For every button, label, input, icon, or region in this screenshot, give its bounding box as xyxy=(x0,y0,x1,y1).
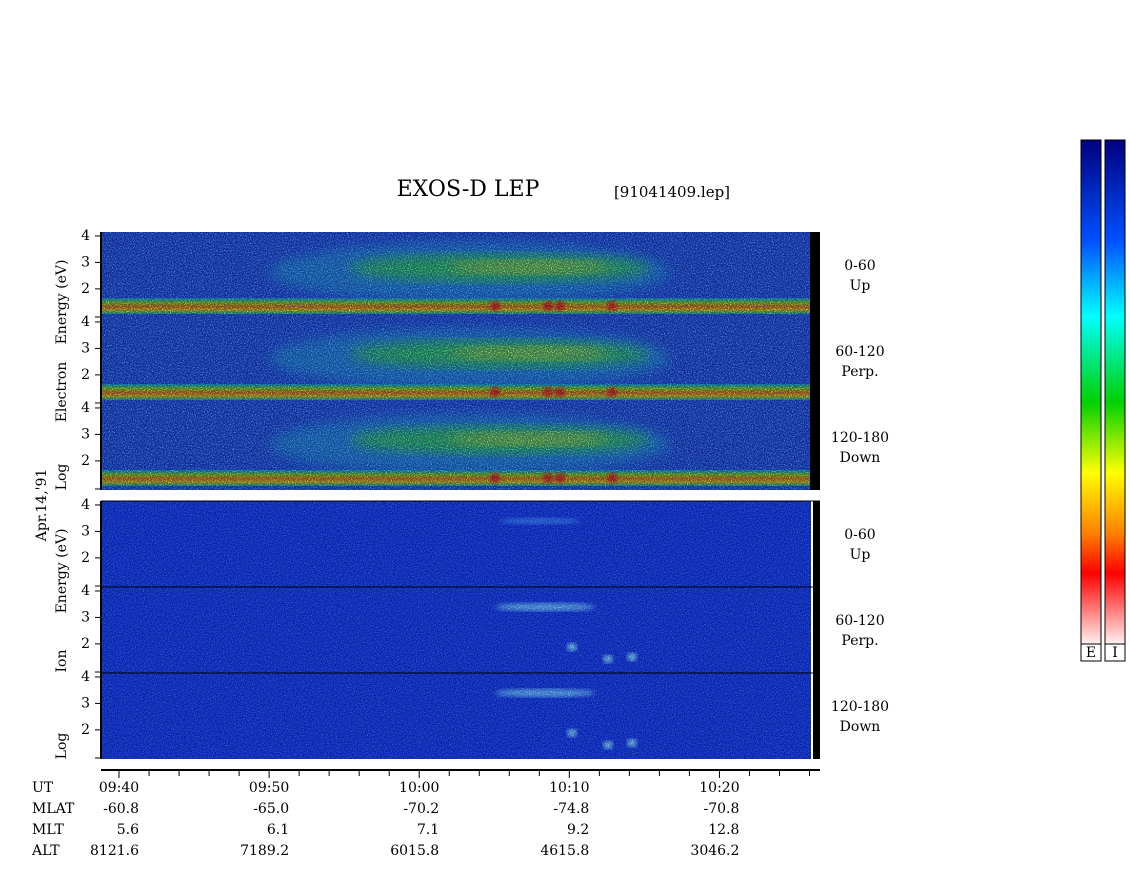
spectrogram-band xyxy=(101,500,820,587)
y-axis-label: Log xyxy=(54,733,70,760)
y-tick-label: 4 xyxy=(81,669,90,685)
ephemeris-value: -65.0 xyxy=(253,801,289,817)
y-axis-label: Electron xyxy=(54,362,70,423)
y-tick-label: 2 xyxy=(81,550,90,566)
edge-strip xyxy=(810,318,820,404)
y-tick-label: 4 xyxy=(81,497,90,513)
dropouts xyxy=(101,404,811,490)
x-axis-label: UT xyxy=(32,780,54,796)
direction-label: Perp. xyxy=(841,364,878,380)
x-tick-label: 09:50 xyxy=(249,780,289,796)
pitch-label: 0-60 xyxy=(844,527,875,543)
x-tick-label: 09:40 xyxy=(99,780,139,796)
edge-strip xyxy=(813,587,820,673)
ephemeris-value: 4615.8 xyxy=(540,843,589,859)
color-bar xyxy=(1104,139,1126,645)
y-tick-label: 4 xyxy=(81,314,90,330)
pitch-label: 60-120 xyxy=(835,344,884,360)
color-bar-box xyxy=(1104,643,1126,662)
x-tick-label: 10:20 xyxy=(699,780,739,796)
pitch-label: 120-180 xyxy=(831,699,889,715)
dropouts xyxy=(101,673,811,759)
y-axis-label: Log xyxy=(54,464,70,491)
dropouts xyxy=(101,587,811,673)
spectrogram-band xyxy=(101,232,820,318)
ephemeris-value: 7189.2 xyxy=(240,843,289,859)
ephemeris-value: 3046.2 xyxy=(690,843,739,859)
y-tick-label: 3 xyxy=(81,523,90,539)
direction-label: Perp. xyxy=(841,633,878,649)
dropouts xyxy=(101,232,811,318)
ephemeris-value: 7.1 xyxy=(417,822,439,838)
edge-strip xyxy=(813,501,820,587)
edge-strip xyxy=(810,404,820,490)
y-axis-label: Energy (eV) xyxy=(54,260,70,345)
y-axis-label: Energy (eV) xyxy=(54,529,70,614)
dropouts xyxy=(101,501,811,587)
direction-label: Down xyxy=(840,450,881,466)
dropouts xyxy=(101,318,811,404)
x-tick-label: 10:00 xyxy=(399,780,439,796)
title: EXOS-D LEP xyxy=(397,177,540,202)
color-bar-label: E xyxy=(1086,645,1096,661)
ephemeris-value: 6015.8 xyxy=(390,843,439,859)
y-tick-label: 4 xyxy=(81,228,90,244)
ephemeris-value: -74.8 xyxy=(553,801,589,817)
y-tick-label: 3 xyxy=(81,426,90,442)
ephemeris-value: 9.2 xyxy=(567,822,589,838)
ephemeris-label: ALT xyxy=(31,843,60,859)
y-tick-label: 3 xyxy=(81,254,90,270)
date: Apr.14,'91 xyxy=(34,469,50,543)
y-tick-label: 2 xyxy=(81,453,90,469)
pitch-label: 0-60 xyxy=(844,258,875,274)
ephemeris-label: MLAT xyxy=(32,801,75,817)
color-bar xyxy=(1080,139,1102,645)
direction-label: Down xyxy=(840,719,881,735)
edge-strip xyxy=(810,232,820,318)
ephemeris-label: MLT xyxy=(32,822,64,838)
ephemeris-value: -70.2 xyxy=(403,801,439,817)
direction-label: Up xyxy=(850,547,871,563)
spectrogram-band xyxy=(101,586,820,673)
y-tick-label: 3 xyxy=(81,609,90,625)
color-bar-box xyxy=(1080,643,1102,662)
y-tick-label: 2 xyxy=(81,281,90,297)
y-tick-label: 3 xyxy=(81,340,90,356)
ephemeris-value: 5.6 xyxy=(117,822,139,838)
spectrogram-band xyxy=(101,404,820,490)
direction-label: Up xyxy=(850,278,871,294)
y-tick-label: 3 xyxy=(81,695,90,711)
ephemeris-value: -70.8 xyxy=(704,801,740,817)
spectrogram-band xyxy=(101,672,820,759)
edge-strip xyxy=(813,673,820,759)
pitch-label: 120-180 xyxy=(831,430,889,446)
y-tick-label: 2 xyxy=(81,722,90,738)
color-bar-label: I xyxy=(1112,645,1118,661)
ephemeris-value: 12.8 xyxy=(708,822,739,838)
x-tick-label: 10:10 xyxy=(549,780,589,796)
y-tick-label: 4 xyxy=(81,400,90,416)
y-tick-label: 2 xyxy=(81,636,90,652)
pitch-label: 60-120 xyxy=(835,613,884,629)
y-axis-label: Ion xyxy=(54,650,70,673)
file-name: [91041409.lep] xyxy=(614,183,730,201)
ephemeris-value: 8121.6 xyxy=(90,843,139,859)
ephemeris-value: 6.1 xyxy=(267,822,289,838)
y-tick-label: 4 xyxy=(81,583,90,599)
ephemeris-value: -60.8 xyxy=(103,801,139,817)
y-tick-label: 2 xyxy=(81,367,90,383)
spectrogram-band xyxy=(101,318,820,404)
